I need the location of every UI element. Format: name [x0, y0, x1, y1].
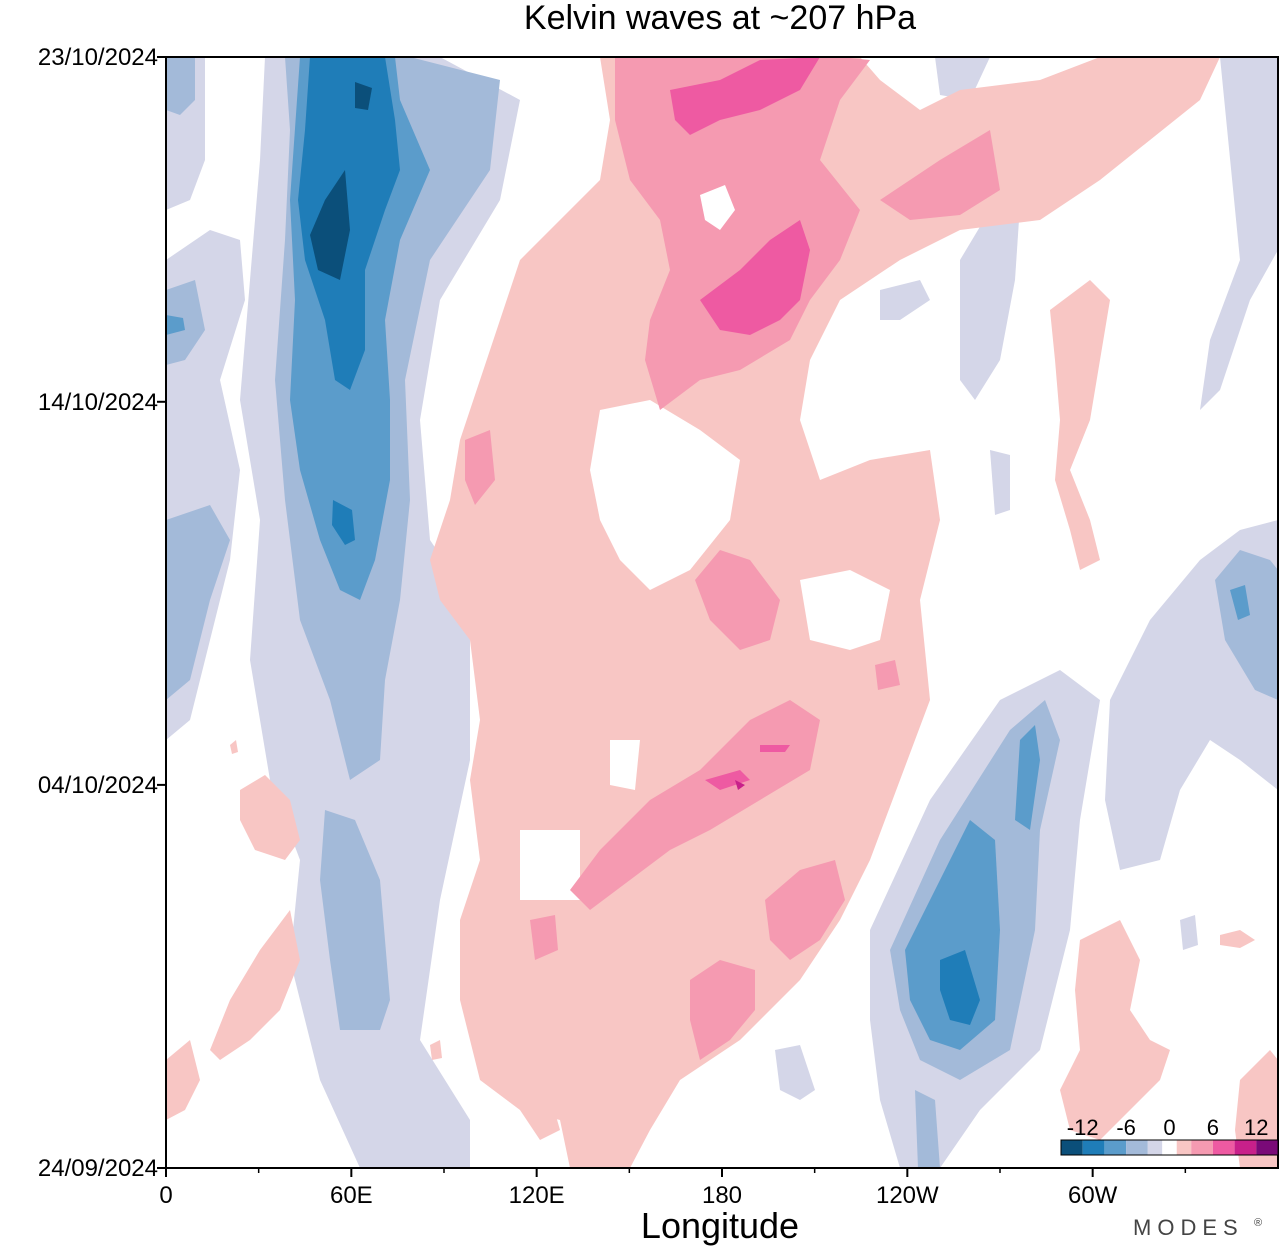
positive-anomaly-band-main: [430, 57, 1220, 1168]
x-tick-label: 120E: [509, 1182, 565, 1209]
colorbar-swatch: [1082, 1140, 1105, 1155]
contour-field: [166, 57, 1278, 1168]
colorbar-swatch: [1212, 1140, 1235, 1155]
positive-anomaly-band-east: [1050, 280, 1278, 1168]
colorbar-tick-label: -6: [1116, 1115, 1136, 1140]
colorbar-tick-label: 12: [1244, 1115, 1268, 1140]
colorbar-swatch: [1126, 1140, 1148, 1155]
positive-anomaly-band-west: [166, 740, 560, 1140]
negative-anomaly-band-west-edge: [166, 57, 245, 740]
colorbar: -12 -6 0 6 12: [1060, 1115, 1279, 1156]
y-tick-label: 24/09/2024: [38, 1155, 158, 1182]
colorbar-swatch: [1191, 1140, 1213, 1155]
negative-anomaly-band-60e: [240, 57, 520, 1168]
colorbar-swatch: [1234, 1140, 1257, 1155]
axes: 0 60E 120E 180 120W 60W 24/09/2024 04/10/2024 14…: [38, 44, 1279, 1209]
x-axis-label: Longitude: [641, 1205, 799, 1246]
colorbar-swatch: [1176, 1140, 1192, 1155]
x-tick-label: 60W: [1068, 1182, 1118, 1209]
colorbar-tick-label: 0: [1163, 1115, 1175, 1140]
colorbar-swatch: [1256, 1140, 1278, 1155]
brand-mark: ®: [1254, 1217, 1262, 1229]
x-tick-label: 120W: [876, 1182, 939, 1209]
colorbar-tick-label: 6: [1207, 1115, 1219, 1140]
negative-anomaly-band-120w: [775, 670, 1100, 1168]
chart-title: Kelvin waves at ~207 hPa: [524, 0, 916, 37]
colorbar-frame: [1060, 1139, 1279, 1156]
y-tick-label: 23/10/2024: [38, 44, 158, 71]
colorbar-swatch: [1162, 1140, 1177, 1155]
y-tick-label: 14/10/2024: [38, 389, 158, 416]
negative-anomaly-band-east-edge: [880, 57, 1278, 950]
modes-logo: MODES ®: [1133, 1215, 1262, 1240]
x-tick-label: 180: [702, 1182, 742, 1209]
brand-text: MODES: [1133, 1215, 1244, 1240]
x-tick-label: 0: [159, 1182, 172, 1209]
y-tick-label: 04/10/2024: [38, 772, 158, 799]
colorbar-tick-label: -12: [1067, 1115, 1099, 1140]
colorbar-swatch: [1147, 1140, 1163, 1155]
colorbar-swatch: [1104, 1140, 1127, 1155]
x-tick-label: 60E: [330, 1182, 373, 1209]
colorbar-swatch: [1061, 1140, 1083, 1155]
